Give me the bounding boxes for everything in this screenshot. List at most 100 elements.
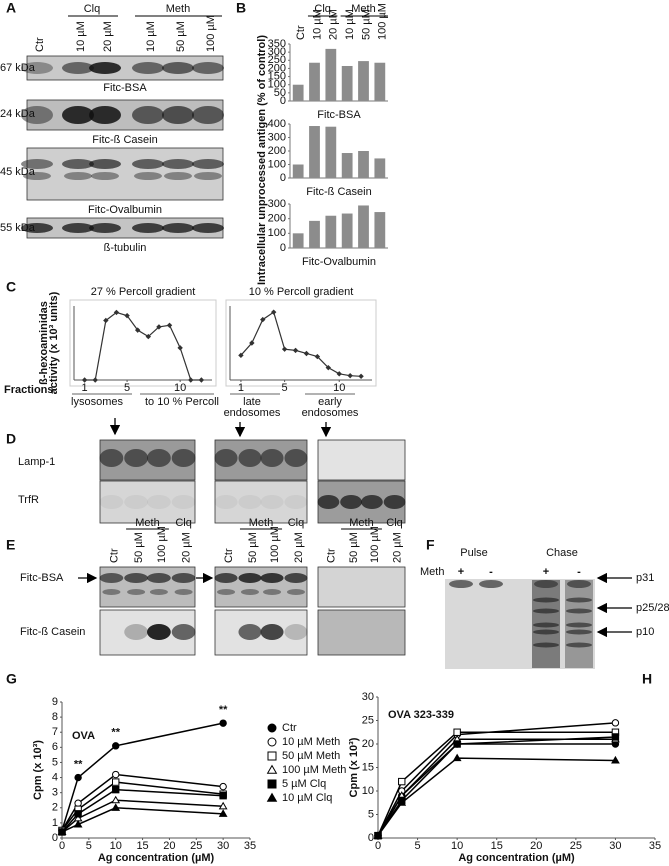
marker bbox=[453, 740, 461, 748]
blot-band bbox=[127, 589, 146, 595]
blot-band bbox=[284, 624, 308, 640]
group-label: Meth bbox=[166, 3, 190, 15]
bar bbox=[309, 126, 320, 178]
lane-label: 100 µM bbox=[156, 526, 168, 563]
blot-band bbox=[89, 159, 121, 169]
bar bbox=[341, 65, 353, 101]
marker bbox=[260, 316, 266, 323]
panel-letter: D bbox=[6, 431, 16, 447]
bar bbox=[325, 48, 337, 101]
group-label: Meth bbox=[351, 3, 375, 15]
group-label: Meth bbox=[135, 517, 159, 529]
marker bbox=[166, 322, 173, 329]
blot-band bbox=[284, 449, 308, 467]
blot-band bbox=[62, 159, 94, 169]
group-label: Clq bbox=[288, 517, 305, 529]
gel-band bbox=[534, 580, 558, 588]
blot-band bbox=[171, 624, 196, 640]
y-axis-label: Cpm (x 10³) bbox=[32, 740, 44, 800]
series-line bbox=[377, 738, 616, 837]
x-tick-label: 35 bbox=[649, 840, 661, 852]
blot-band bbox=[361, 495, 383, 509]
panel-letter: A bbox=[6, 0, 16, 16]
blot-band bbox=[124, 495, 148, 509]
y-tick-label: 150 bbox=[268, 70, 286, 82]
x-tick-label: 15 bbox=[136, 840, 148, 852]
phase-label: Chase bbox=[546, 547, 578, 559]
category-label: 20 µM bbox=[328, 9, 340, 40]
series-line bbox=[377, 731, 616, 836]
bar bbox=[292, 84, 304, 101]
y-tick-label: 25 bbox=[362, 714, 374, 726]
blot bbox=[214, 566, 308, 608]
lane-label: Ctr bbox=[108, 548, 120, 563]
legend-marker bbox=[266, 792, 278, 802]
blot-band bbox=[99, 573, 124, 583]
marker bbox=[347, 372, 353, 379]
gel-band bbox=[533, 642, 559, 648]
y-tick-label: 30 bbox=[362, 691, 374, 703]
blot-band bbox=[171, 495, 196, 509]
legend-marker bbox=[267, 737, 277, 747]
panel-letter: C bbox=[6, 279, 16, 295]
y-tick-label: 3 bbox=[52, 787, 58, 799]
blot-band bbox=[162, 62, 194, 74]
y-axis-label: Cpm (x 10³) bbox=[348, 737, 360, 797]
marker bbox=[270, 309, 277, 315]
bar bbox=[309, 62, 320, 101]
panel-letter: H bbox=[642, 671, 652, 687]
category-label: Ctr bbox=[295, 25, 307, 40]
gel-band bbox=[533, 608, 559, 614]
blot-band bbox=[192, 106, 224, 124]
series-line bbox=[61, 788, 224, 833]
marker bbox=[611, 719, 620, 727]
band-label: p10 bbox=[636, 626, 654, 638]
blot-band bbox=[217, 589, 236, 595]
blot-band bbox=[162, 106, 194, 124]
panel-letter: F bbox=[426, 537, 435, 553]
lane-label: 20 µM bbox=[181, 532, 193, 563]
y-tick-label: 5 bbox=[52, 756, 58, 768]
mw-label: 67 kDa bbox=[0, 62, 36, 74]
gel-band bbox=[533, 597, 559, 603]
sign-label: + bbox=[458, 566, 464, 578]
x-tick-label: 0 bbox=[375, 840, 381, 852]
y-tick-label: 9 bbox=[52, 696, 58, 708]
chart-title: Fitc-ß Casein bbox=[306, 186, 371, 198]
series-line bbox=[61, 799, 224, 833]
bar bbox=[374, 62, 386, 101]
region-label: endosomes bbox=[302, 407, 359, 419]
panel-letter: G bbox=[6, 671, 17, 687]
lane-label: 20 µM bbox=[293, 532, 305, 563]
y-tick-label: 100 bbox=[268, 79, 286, 91]
marker bbox=[81, 377, 88, 383]
bar bbox=[374, 212, 386, 248]
lane-label: Ctr bbox=[325, 548, 337, 563]
gel-band bbox=[566, 642, 592, 648]
y-tick-label: 1 bbox=[52, 817, 58, 829]
y-tick-label: 50 bbox=[274, 87, 286, 99]
y-tick-label: 100 bbox=[268, 227, 286, 239]
blot-band bbox=[317, 495, 340, 509]
legend-label: 10 µM Meth bbox=[282, 736, 340, 748]
lane-label: 10 µM bbox=[75, 21, 87, 52]
annotation: ** bbox=[111, 727, 120, 739]
mw-label: 24 kDa bbox=[0, 108, 36, 120]
marker bbox=[74, 773, 82, 782]
marker bbox=[198, 377, 205, 383]
blot-band bbox=[134, 172, 162, 180]
y-tick-label: 0 bbox=[280, 172, 286, 184]
series-line bbox=[84, 311, 202, 381]
category-label: 10 µM bbox=[344, 9, 356, 40]
blot-band bbox=[99, 495, 124, 509]
marker bbox=[57, 827, 67, 836]
y-axis-label: ß-hexoaminidas bbox=[38, 301, 50, 385]
x-tick-label: 25 bbox=[190, 840, 202, 852]
x-tick-label: 15 bbox=[491, 840, 503, 852]
lane-label: 50 µM bbox=[175, 21, 187, 52]
chart-title: 10 % Percoll gradient bbox=[249, 286, 354, 298]
y-tick-label: 0 bbox=[368, 832, 374, 844]
blot-band bbox=[147, 624, 171, 640]
marker bbox=[292, 347, 299, 354]
